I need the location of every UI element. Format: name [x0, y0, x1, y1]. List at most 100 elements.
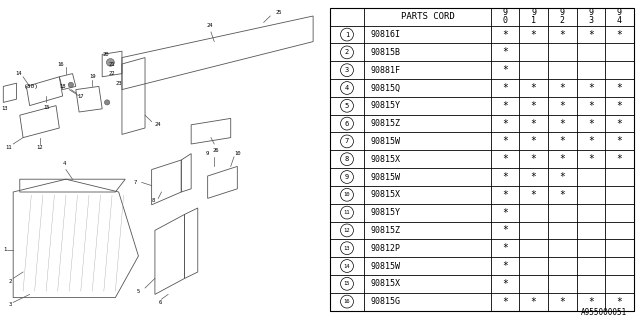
Text: 9
3: 9 3 [588, 8, 593, 25]
Text: *: * [502, 101, 508, 111]
Text: 24: 24 [206, 23, 212, 28]
Text: *: * [531, 136, 536, 146]
Text: 8: 8 [152, 197, 155, 203]
Text: *: * [559, 83, 565, 93]
Text: 90815B: 90815B [371, 48, 401, 57]
Text: *: * [531, 172, 536, 182]
Text: 9
0: 9 0 [502, 8, 508, 25]
Text: *: * [588, 101, 594, 111]
Text: *: * [531, 83, 536, 93]
Text: 90815Y: 90815Y [371, 208, 401, 217]
Text: *: * [502, 279, 508, 289]
Text: 5: 5 [137, 289, 140, 294]
Text: 15: 15 [43, 105, 49, 110]
Text: *: * [502, 225, 508, 236]
Text: *: * [616, 154, 622, 164]
Text: *: * [502, 190, 508, 200]
Text: 25: 25 [275, 10, 282, 15]
Text: 23: 23 [115, 81, 122, 86]
Text: 9
4: 9 4 [617, 8, 622, 25]
Text: 15: 15 [344, 281, 350, 286]
Text: 16: 16 [344, 299, 350, 304]
Text: 2: 2 [8, 279, 12, 284]
Text: *: * [559, 154, 565, 164]
Text: 21: 21 [109, 61, 115, 67]
Text: *: * [559, 297, 565, 307]
Text: 3: 3 [345, 67, 349, 73]
Text: 90815Z: 90815Z [371, 119, 401, 128]
Text: *: * [502, 29, 508, 40]
Text: *: * [588, 119, 594, 129]
Text: 11: 11 [5, 145, 12, 150]
Text: 1: 1 [345, 32, 349, 37]
Text: 2: 2 [345, 49, 349, 55]
Text: 13: 13 [344, 246, 350, 251]
Text: *: * [502, 136, 508, 146]
Text: 14: 14 [15, 71, 21, 76]
Text: 24: 24 [155, 122, 161, 127]
Text: *: * [502, 47, 508, 57]
Text: *: * [559, 119, 565, 129]
Text: 16: 16 [58, 61, 64, 67]
Text: 6: 6 [158, 300, 161, 305]
Text: 8: 8 [345, 156, 349, 162]
Text: *: * [588, 297, 594, 307]
Text: *: * [531, 29, 536, 40]
Text: 10: 10 [344, 192, 350, 197]
Text: *: * [588, 83, 594, 93]
Text: *: * [502, 261, 508, 271]
Text: *: * [559, 172, 565, 182]
Text: 90815W: 90815W [371, 261, 401, 270]
Text: 12: 12 [344, 228, 350, 233]
Text: *: * [616, 101, 622, 111]
Text: 90816I: 90816I [371, 30, 401, 39]
Circle shape [104, 100, 109, 105]
Text: *: * [502, 243, 508, 253]
Text: 9: 9 [206, 151, 209, 156]
Text: *: * [588, 154, 594, 164]
Text: 6: 6 [345, 121, 349, 127]
Text: 9
1: 9 1 [531, 8, 536, 25]
Text: 90815Z: 90815Z [371, 226, 401, 235]
Text: 90815Q: 90815Q [371, 84, 401, 92]
Text: 22: 22 [109, 71, 115, 76]
Text: *: * [559, 190, 565, 200]
Text: *: * [531, 297, 536, 307]
Text: *: * [502, 65, 508, 75]
Text: 13: 13 [2, 106, 8, 111]
Text: *: * [502, 119, 508, 129]
Text: 4: 4 [63, 161, 66, 166]
Text: 10: 10 [234, 151, 241, 156]
Text: *: * [588, 136, 594, 146]
Text: (30): (30) [24, 84, 39, 89]
Text: *: * [559, 29, 565, 40]
Text: *: * [502, 172, 508, 182]
Text: 90815W: 90815W [371, 172, 401, 181]
Text: 90815G: 90815G [371, 297, 401, 306]
Text: 90815Y: 90815Y [371, 101, 401, 110]
Text: *: * [502, 83, 508, 93]
Text: 7: 7 [134, 180, 137, 185]
Text: 11: 11 [344, 210, 350, 215]
Text: 9: 9 [345, 174, 349, 180]
Text: A955000051: A955000051 [581, 308, 627, 317]
Text: *: * [559, 136, 565, 146]
Text: *: * [502, 154, 508, 164]
Text: 3: 3 [8, 301, 12, 307]
Text: 12: 12 [36, 145, 43, 150]
Text: 90812P: 90812P [371, 244, 401, 253]
Text: 26: 26 [212, 148, 219, 153]
Text: *: * [616, 29, 622, 40]
Text: *: * [502, 297, 508, 307]
Text: *: * [531, 190, 536, 200]
Text: 90815X: 90815X [371, 155, 401, 164]
Text: *: * [616, 136, 622, 146]
Text: 14: 14 [344, 263, 350, 268]
Text: 19: 19 [89, 74, 95, 79]
Text: 9
2: 9 2 [560, 8, 564, 25]
Text: 1: 1 [3, 247, 6, 252]
Text: *: * [559, 101, 565, 111]
Text: PARTS CORD: PARTS CORD [401, 12, 454, 21]
Text: *: * [616, 297, 622, 307]
Text: 90815X: 90815X [371, 279, 401, 288]
